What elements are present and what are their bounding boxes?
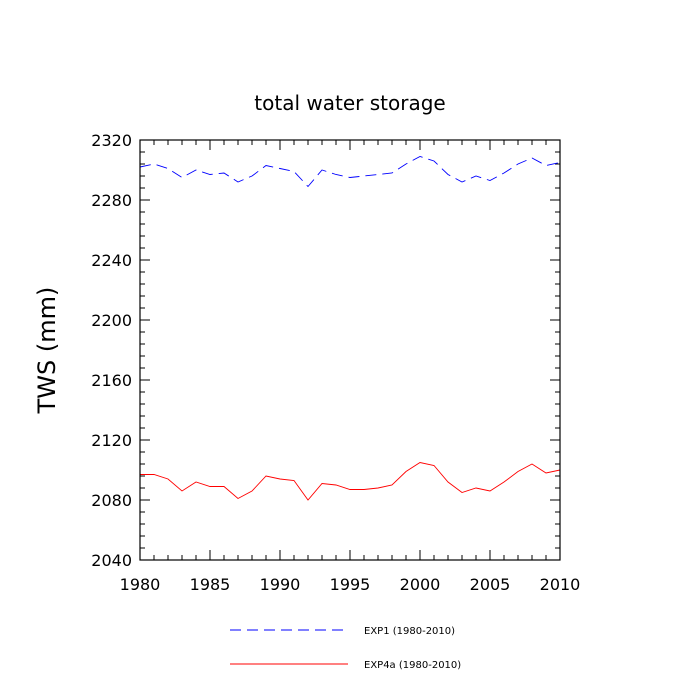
x-tick-label: 2005 <box>470 575 511 594</box>
x-tick-label: 1980 <box>120 575 161 594</box>
x-tick-label: 1995 <box>330 575 371 594</box>
y-tick-label: 2160 <box>91 371 132 390</box>
y-tick-label: 2240 <box>91 251 132 270</box>
plot-frame <box>139 139 561 561</box>
series-line-exp4a <box>140 462 561 501</box>
x-tick-label: 2000 <box>400 575 441 594</box>
series-line-exp1 <box>139 156 561 188</box>
y-tick-label: 2280 <box>91 191 132 210</box>
y-tick-label: 2040 <box>91 551 132 570</box>
series-layer <box>139 156 561 501</box>
x-tick-label: 2010 <box>540 575 581 594</box>
y-axis-label: TWS (mm) <box>33 287 61 415</box>
y-tick-label: 2200 <box>91 311 132 330</box>
x-tick-label: 1990 <box>260 575 301 594</box>
legend-label: EXP4a (1980-2010) <box>364 660 461 671</box>
y-tick-label: 2080 <box>91 491 132 510</box>
legend-label: EXP1 (1980-2010) <box>364 626 455 637</box>
y-tick-label: 2320 <box>91 131 132 150</box>
axis-ticks: 1980 1985 1990 1995 2000 2005 2010 2040 2080 2120… <box>91 131 580 594</box>
x-tick-label: 1985 <box>190 575 231 594</box>
y-tick-label: 2120 <box>91 431 132 450</box>
legend: EXP1 (1980-2010) EXP4a (1980-2010) <box>230 626 461 671</box>
chart-title: total water storage <box>254 91 445 115</box>
